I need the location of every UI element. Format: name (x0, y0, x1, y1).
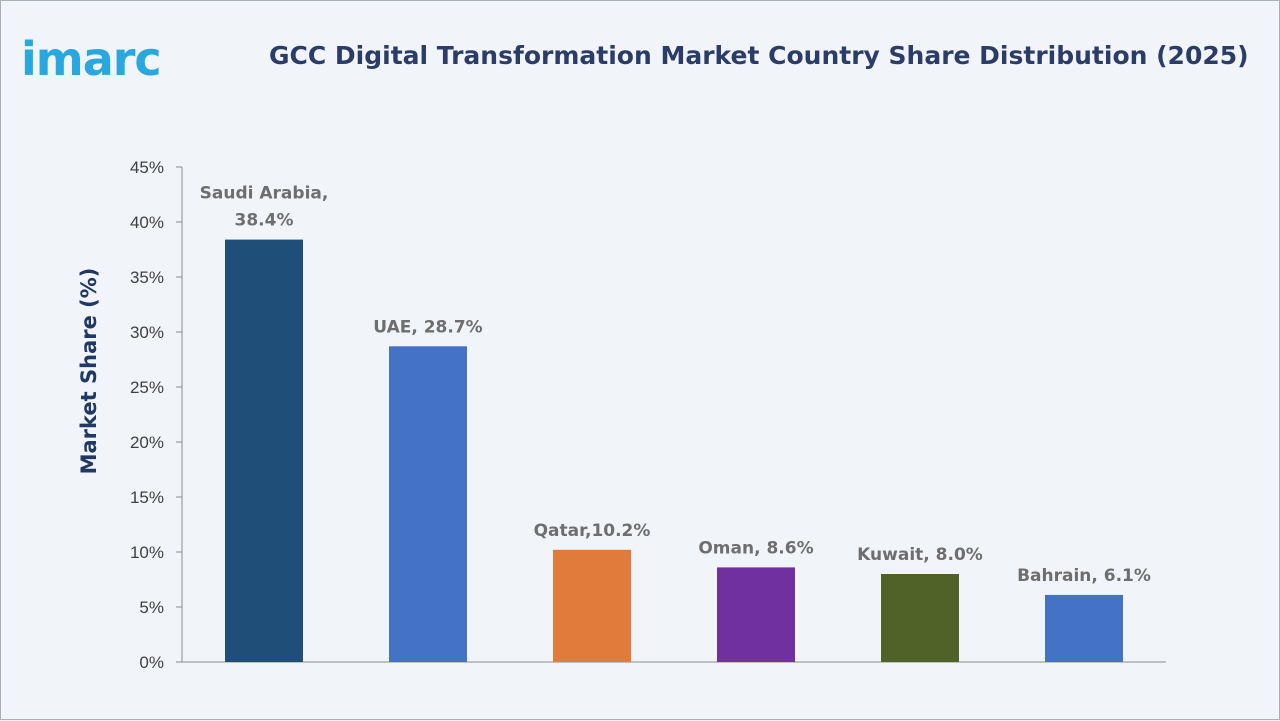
data-label: Saudi Arabia, (200, 184, 329, 204)
bar-bahrain (1045, 594, 1123, 662)
y-tick-label: 10% (130, 543, 164, 562)
y-tick-label: 20% (130, 433, 164, 452)
data-label: 38.4% (235, 211, 294, 231)
y-tick-label: 30% (130, 323, 164, 342)
y-tick-label: 45% (130, 158, 164, 177)
imarc-logo: imarc (21, 32, 162, 86)
bar-qatar (553, 549, 631, 662)
bar-kuwait (881, 574, 959, 662)
bar-uae (389, 346, 467, 662)
y-tick-label: 25% (130, 378, 164, 397)
data-label: Qatar,10.2% (534, 521, 651, 541)
y-tick-label: 5% (139, 598, 164, 617)
data-label: Oman, 8.6% (698, 538, 813, 558)
data-label: UAE, 28.7% (373, 317, 482, 337)
chart-title: GCC Digital Transformation Market Countr… (269, 41, 1249, 70)
bar-saudi-arabia (225, 239, 303, 662)
data-label: Kuwait, 8.0% (857, 545, 983, 565)
y-tick-label: 15% (130, 488, 164, 507)
y-tick-label: 0% (139, 653, 164, 672)
y-tick-label: 40% (130, 213, 164, 232)
data-label: Bahrain, 6.1% (1017, 566, 1151, 586)
y-tick-label: 35% (130, 268, 164, 287)
bar-oman (717, 567, 795, 662)
